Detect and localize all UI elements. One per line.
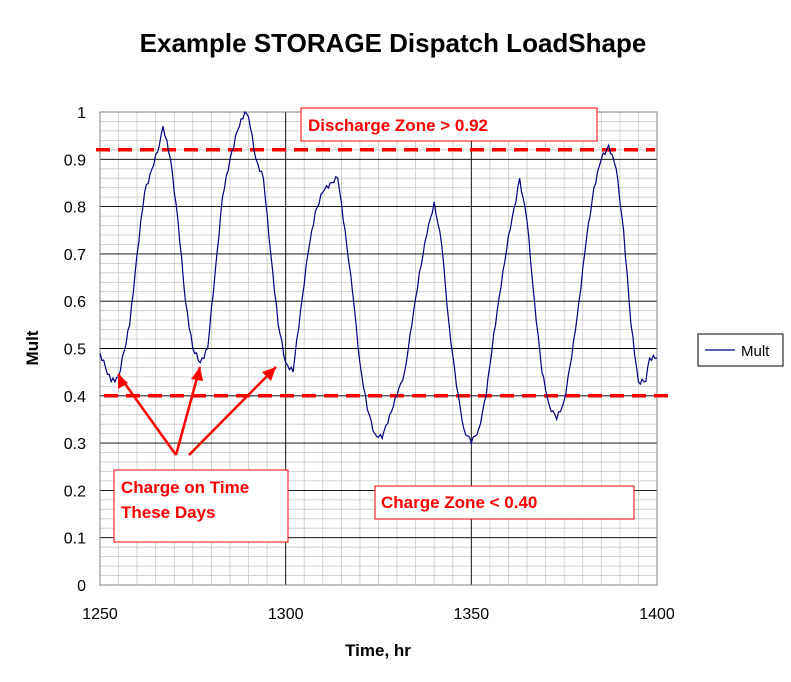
x-axis-title: Time, hr xyxy=(345,641,411,660)
charge-arrow-2 xyxy=(174,366,202,456)
y-tick-label: 0.7 xyxy=(64,247,86,264)
discharge-zone-box xyxy=(300,107,598,142)
x-tick-label: 1350 xyxy=(454,606,490,623)
charge-arrowhead-2 xyxy=(191,367,203,381)
x-tick-label: 1400 xyxy=(639,606,675,623)
y-tick-label: 0.1 xyxy=(64,531,86,548)
charge-arrow-3 xyxy=(188,366,277,456)
charge-zone-label: Charge Zone < 0.40 xyxy=(381,493,537,512)
y-tick-label: 0.8 xyxy=(64,200,86,217)
y-tick-label: 0.4 xyxy=(64,389,86,406)
legend-label: Mult xyxy=(741,343,770,360)
charge-zone-box xyxy=(374,485,635,520)
y-tick-label: 0.2 xyxy=(64,483,86,500)
charge-arrowhead-3 xyxy=(262,367,276,381)
legend: Mult xyxy=(697,333,784,367)
chart-title: Example STORAGE Dispatch LoadShape xyxy=(140,28,647,58)
y-tick-label: 1 xyxy=(77,105,86,122)
charge-arrow-1 xyxy=(116,373,178,456)
y-tick-label: 0 xyxy=(77,578,86,595)
reference-lines xyxy=(96,148,672,398)
discharge-zone-label: Discharge Zone > 0.92 xyxy=(308,116,488,135)
discharge-zone-annotation: Discharge Zone > 0.92 xyxy=(300,107,598,142)
charge-time-label-line1: Charge on Time xyxy=(121,478,249,497)
charge-time-box xyxy=(113,469,289,543)
charge-time-label-line2: These Days xyxy=(121,503,216,522)
x-tick-labels: 1250 1300 1350 1400 xyxy=(82,606,675,623)
y-tick-label: 0.6 xyxy=(64,294,86,311)
charge-time-annotation: Charge on Time These Days xyxy=(113,366,289,543)
y-axis-title: Mult xyxy=(23,330,42,365)
series-group xyxy=(99,110,658,446)
y-tick-labels: 0 0.1 0.2 0.3 0.4 0.5 0.6 0.7 0.8 0.9 1 xyxy=(64,105,86,595)
charge-zone-annotation: Charge Zone < 0.40 xyxy=(374,485,635,520)
x-tick-label: 1300 xyxy=(268,606,304,623)
y-tick-label: 0.3 xyxy=(64,436,86,453)
y-tick-label: 0.5 xyxy=(64,342,86,359)
series-line-mult xyxy=(99,110,658,446)
charge-arrowhead-1 xyxy=(118,374,128,389)
y-tick-label: 0.9 xyxy=(64,152,86,169)
x-tick-label: 1250 xyxy=(82,606,118,623)
